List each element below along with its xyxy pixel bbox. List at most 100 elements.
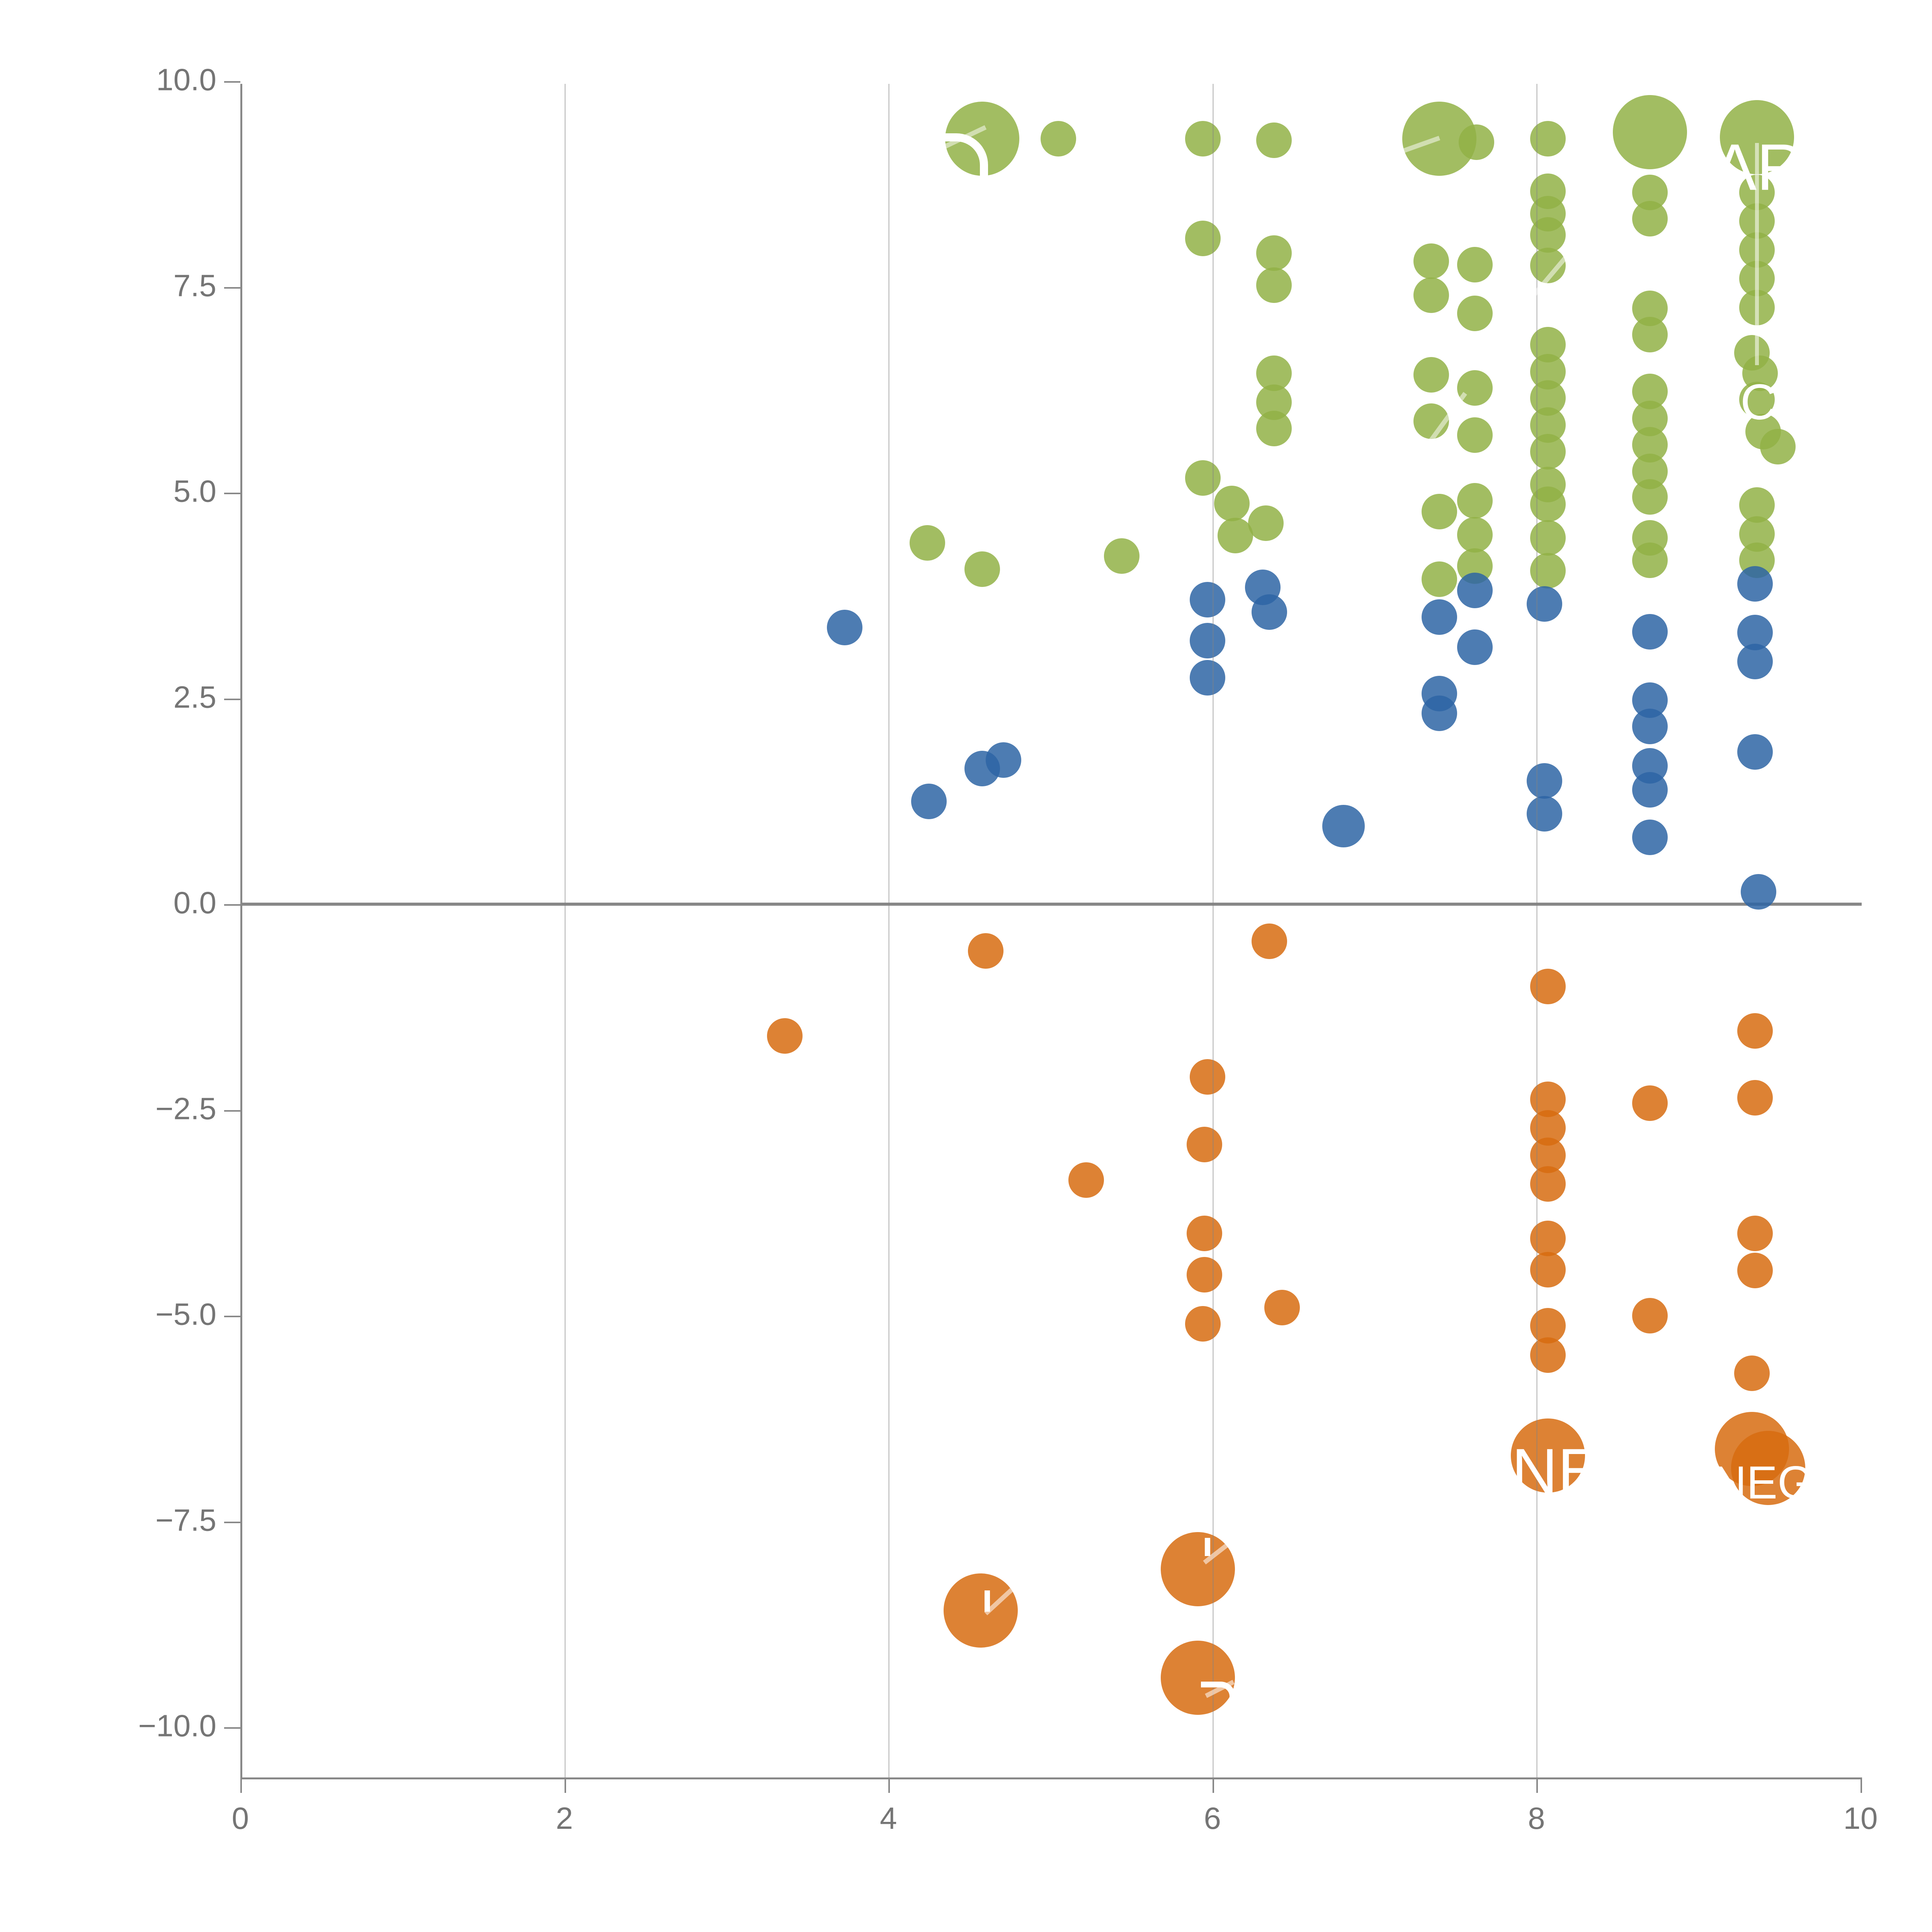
data-point-green (1256, 235, 1292, 271)
data-point-blue (1527, 586, 1563, 622)
dot-label-C: C (1740, 373, 1777, 430)
data-point-green (1413, 243, 1449, 279)
gridline-x-8 (1536, 84, 1538, 1777)
annotation-line-3 (1419, 391, 1467, 455)
data-point-green (1256, 267, 1292, 303)
data-point-orange (1632, 1298, 1668, 1333)
x-tick-label-6: 6 (1204, 1801, 1221, 1835)
y-tick-label--2.5: −2.5 (155, 1091, 216, 1126)
data-point-orange (767, 1018, 803, 1054)
x-tick-10 (1861, 1777, 1862, 1793)
data-point-orange (1186, 1126, 1222, 1162)
data-point-green (1421, 493, 1457, 529)
data-point-green (1530, 486, 1566, 522)
data-point-orange (968, 933, 1003, 969)
data-point-green (964, 551, 1000, 587)
x-tick-0 (240, 1777, 242, 1793)
data-point-green (1457, 517, 1493, 553)
data-point-green (909, 525, 945, 561)
data-point-green (1256, 122, 1292, 158)
data-point-blue (1632, 614, 1668, 650)
data-point-orange (1737, 1252, 1773, 1288)
data-point-orange (1737, 1013, 1773, 1049)
x-tick-label-2: 2 (556, 1801, 573, 1835)
data-point-green (1632, 201, 1668, 236)
x-tick-label-10: 10 (1843, 1801, 1878, 1835)
data-point-orange (1068, 1162, 1104, 1198)
data-point-green (1530, 434, 1566, 469)
data-point-blue (1421, 695, 1457, 731)
data-point-green (1248, 505, 1284, 541)
y-tick-label--10: −10.0 (138, 1708, 216, 1743)
data-point-green (1632, 317, 1668, 353)
data-point-blue (1527, 796, 1563, 832)
gridline-x-6 (1212, 84, 1214, 1777)
y-tick--7.5 (224, 1521, 240, 1523)
data-point-orange (1737, 1216, 1773, 1251)
data-point-green (1214, 485, 1250, 521)
y-tick-label-0: 0.0 (173, 885, 216, 920)
x-axis-line (240, 1777, 1862, 1779)
data-point-orange (1510, 1418, 1585, 1493)
data-point-green (1457, 295, 1493, 331)
annotation-line-2 (1526, 254, 1569, 303)
annotation-line-8 (984, 1590, 990, 1612)
gridline-x-2 (564, 84, 566, 1777)
x-tick-2 (564, 1777, 566, 1793)
data-point-green (1457, 247, 1493, 282)
data-point-green (1457, 417, 1493, 453)
dot-label-AR: AR (1713, 131, 1804, 204)
x-tick-label-4: 4 (879, 1801, 897, 1835)
data-point-green (1217, 517, 1253, 553)
data-point-orange (1737, 1080, 1773, 1116)
data-point-blue (1190, 660, 1226, 696)
data-point-green (1104, 538, 1139, 574)
data-point-green (1185, 220, 1221, 256)
data-point-green (1612, 95, 1687, 170)
dot-label-NE: NE (1512, 1435, 1600, 1507)
data-point-blue (1737, 643, 1773, 679)
annotation-line-9 (1205, 1538, 1211, 1556)
y-tick-label-5: 5.0 (173, 474, 216, 509)
data-point-blue (1190, 623, 1226, 659)
data-point-green (1185, 460, 1221, 496)
data-point-blue (1421, 599, 1457, 635)
data-point-blue (1527, 763, 1563, 799)
data-point-green (1421, 561, 1457, 597)
data-point-green (1632, 542, 1668, 578)
y-tick-2.5 (224, 698, 240, 700)
data-point-orange (1731, 1431, 1805, 1505)
data-point-orange (1251, 923, 1287, 959)
data-point-blue (911, 783, 947, 819)
y-tick--5 (224, 1316, 240, 1317)
data-point-blue (1632, 708, 1668, 744)
y-tick-10 (224, 81, 240, 83)
data-point-green (1459, 124, 1495, 160)
data-point-blue (1737, 734, 1773, 770)
data-point-green (1760, 429, 1796, 464)
data-point-green (1739, 382, 1775, 418)
data-point-orange (1530, 969, 1566, 1004)
y-tick-7.5 (224, 287, 240, 289)
data-point-orange (1264, 1289, 1300, 1325)
data-point-green (1530, 121, 1566, 157)
data-point-orange (1186, 1257, 1222, 1293)
data-point-blue (1632, 820, 1668, 855)
data-point-green (1185, 121, 1221, 157)
data-point-green (1413, 277, 1449, 313)
data-point-green (1632, 479, 1668, 515)
data-point-green (1256, 410, 1292, 446)
x-tick-4 (888, 1777, 890, 1793)
annotation-arc-1 (1201, 1682, 1235, 1712)
y-tick-0 (224, 904, 240, 906)
y-tick-label-2.5: 2.5 (173, 679, 216, 714)
annotation-line-1 (1390, 136, 1440, 158)
y-tick--2.5 (224, 1110, 240, 1112)
dot-label-NEG: NEG (1713, 1456, 1814, 1509)
data-point-blue (985, 742, 1021, 778)
